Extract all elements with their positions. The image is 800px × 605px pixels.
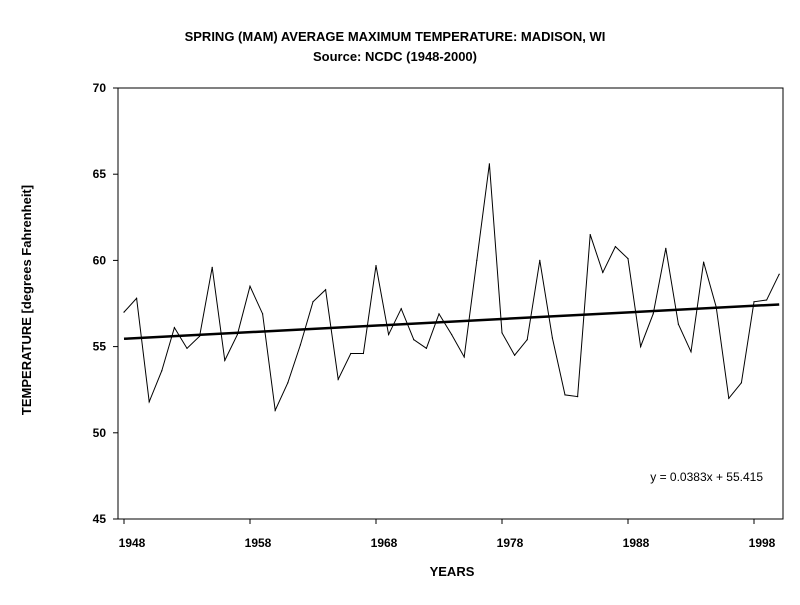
- data-point: [476, 259, 478, 261]
- x-axis-label: YEARS: [430, 564, 475, 579]
- data-point: [186, 347, 188, 349]
- y-tick-label: 65: [93, 167, 107, 181]
- data-point: [362, 352, 364, 355]
- data-point: [337, 378, 339, 380]
- data-point: [400, 308, 402, 310]
- data-point: [173, 327, 175, 329]
- y-tick-label: 55: [93, 340, 107, 354]
- data-point: [778, 273, 780, 275]
- data-point: [551, 337, 554, 339]
- data-point: [287, 382, 289, 384]
- data-point: [539, 259, 541, 261]
- data-point: [236, 333, 238, 336]
- trendline-equation: y = 0.0383x + 55.415: [650, 470, 763, 484]
- x-tick-label: 1968: [371, 536, 398, 550]
- data-point: [564, 394, 566, 396]
- data-point: [262, 313, 264, 315]
- data-point: [413, 339, 415, 341]
- y-tick-label: 70: [93, 81, 107, 95]
- data-point: [350, 352, 352, 355]
- data-point: [299, 344, 301, 346]
- data-point: [715, 306, 717, 308]
- data-point: [614, 246, 617, 248]
- data-point: [652, 313, 654, 315]
- x-tick-label: 1948: [119, 536, 146, 550]
- data-point: [690, 351, 692, 353]
- data-point: [123, 311, 125, 313]
- y-tick-label: 50: [93, 426, 107, 440]
- data-point: [589, 233, 591, 236]
- trendline: [123, 303, 780, 341]
- data-point: [514, 354, 516, 356]
- data-point: [740, 382, 743, 384]
- data-point: [577, 395, 579, 398]
- data-point: [703, 261, 705, 263]
- data-point: [388, 333, 390, 336]
- chart-subtitle: Source: NCDC (1948-2000): [313, 49, 477, 64]
- plot-area: [117, 87, 784, 520]
- data-point: [463, 356, 465, 358]
- data-point: [438, 313, 440, 315]
- data-point: [199, 335, 201, 337]
- data-point: [501, 332, 503, 334]
- data-point: [136, 297, 138, 299]
- data-point: [753, 301, 755, 303]
- data-point: [488, 163, 490, 165]
- data-point: [602, 271, 604, 274]
- data-point: [677, 323, 680, 325]
- data-point: [425, 347, 427, 349]
- data-point: [526, 339, 528, 341]
- data-point: [211, 266, 213, 268]
- data-point: [249, 285, 251, 287]
- data-point: [375, 264, 377, 267]
- x-tick-label: 1978: [497, 536, 524, 550]
- series-line: [123, 163, 780, 413]
- y-axis-label: TEMPERATURE [degrees Fahrenheit]: [19, 185, 34, 415]
- x-tick-label: 1958: [245, 536, 272, 550]
- y-tick-label: 45: [93, 512, 107, 526]
- data-point: [161, 370, 163, 372]
- data-point: [274, 409, 276, 411]
- data-point: [325, 289, 327, 291]
- chart-title: SPRING (MAM) AVERAGE MAXIMUM TEMPERATURE…: [185, 29, 606, 44]
- data-point: [640, 346, 642, 348]
- data-point: [224, 359, 226, 361]
- data-point: [766, 299, 768, 301]
- y-tick-label: 60: [93, 253, 107, 267]
- data-point: [665, 247, 667, 249]
- data-point: [451, 333, 453, 336]
- data-point: [312, 301, 314, 303]
- data-point: [627, 258, 629, 260]
- x-tick-label: 1998: [749, 536, 776, 550]
- data-point: [728, 397, 730, 399]
- x-tick-label: 1988: [623, 536, 650, 550]
- data-point: [148, 401, 150, 403]
